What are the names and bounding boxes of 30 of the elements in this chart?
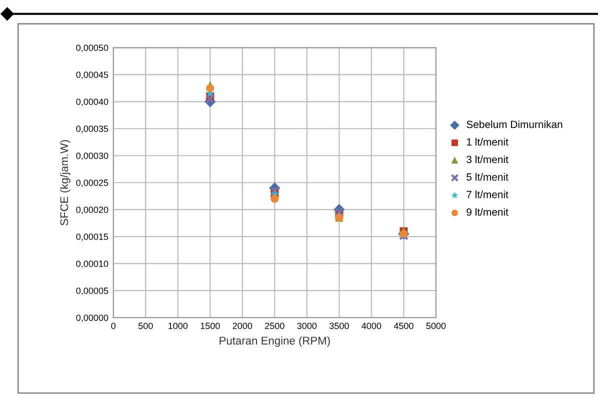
y-axis-title: SFCE (kg/jam.W)	[60, 140, 70, 226]
x-axis-title: Putaran Engine (RPM)	[220, 336, 330, 347]
x-tick-label: 4000	[362, 322, 382, 330]
x-tick-label: 1500	[200, 322, 220, 330]
x-tick-label: 0	[111, 322, 116, 330]
y-tick-label: 0,00050	[76, 44, 108, 52]
x-tick-label: 5000	[426, 322, 446, 330]
x-tick-label: 4500	[394, 322, 414, 330]
legend-label: Sebelum Dimurnikan	[466, 120, 562, 128]
y-tick-label: 0,00010	[76, 260, 108, 268]
x-tick-label: 500	[138, 322, 153, 330]
y-tick-label: 0,00030	[76, 152, 108, 160]
y-tick-label: 0,00005	[76, 288, 108, 296]
y-tick-label: 0,00035	[76, 126, 108, 134]
y-tick-label: 0,00025	[76, 180, 108, 188]
legend-label: 3 lt/menit	[466, 156, 508, 164]
y-tick-label: 0,00040	[76, 98, 108, 106]
x-tick-label: 2500	[265, 322, 284, 330]
legend-label: 9 lt/menit	[466, 208, 508, 216]
y-tick-label: 0,00015	[76, 234, 108, 242]
y-tick-label: 0,00045	[76, 72, 108, 80]
x-tick-label: 3000	[297, 322, 317, 330]
x-tick-label: 3500	[329, 322, 349, 330]
legend-label: 7 lt/menit	[466, 190, 508, 198]
legend-label: 5 lt/menit	[466, 173, 508, 181]
legend-label: 1 lt/menit	[466, 138, 508, 146]
x-tick-label: 2000	[232, 322, 252, 330]
y-tick-label: 0,00000	[76, 314, 108, 322]
y-tick-label: 0,00020	[76, 206, 108, 214]
x-tick-label: 1000	[168, 322, 188, 330]
